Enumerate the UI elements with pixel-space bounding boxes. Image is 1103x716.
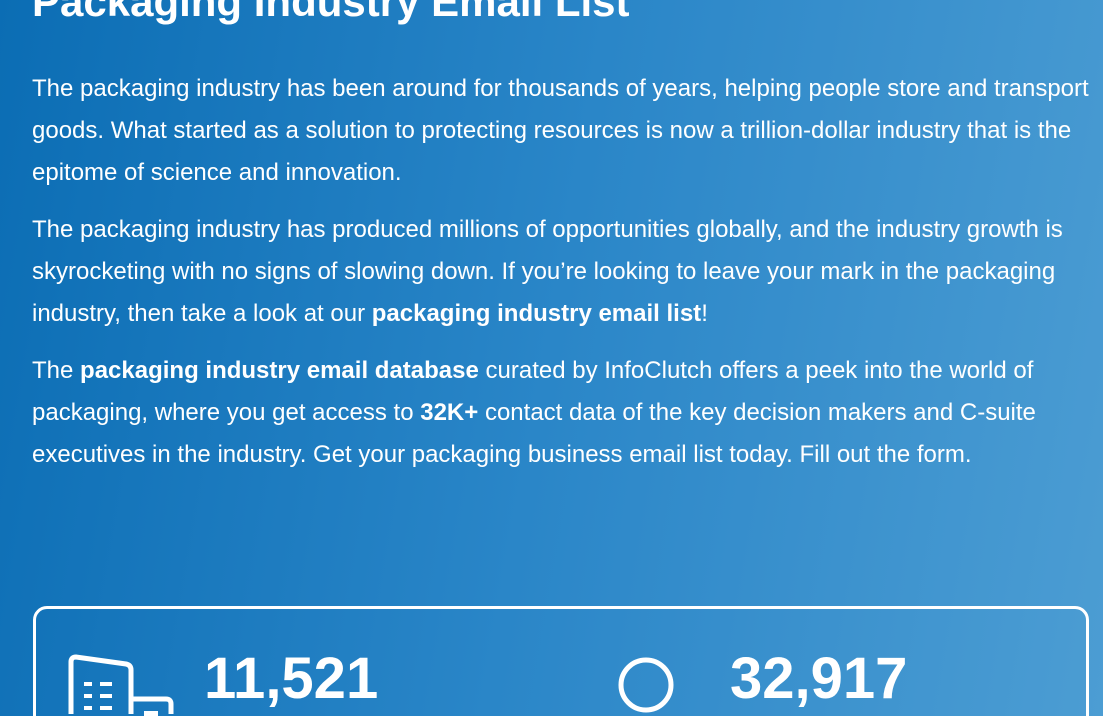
bold-text: packaging industry email database [80, 357, 479, 384]
bold-text: 32K+ [420, 399, 479, 426]
building-icon [68, 654, 174, 716]
stats-box: 11,521 32,917 [33, 606, 1089, 716]
stat-number: 11,521 [204, 646, 379, 711]
bold-text: packaging industry email list [371, 300, 702, 327]
paragraph: The packaging industry email database cu… [32, 350, 1092, 476]
text: The packaging industry has produced mill… [32, 216, 1063, 327]
paragraph: The packaging industry has produced mill… [32, 209, 1092, 335]
content: The packaging industry has been around f… [32, 68, 1092, 491]
paragraph: The packaging industry has been around f… [32, 68, 1092, 194]
text: The [32, 357, 81, 384]
contact-icon [618, 657, 674, 713]
text: curated by InfoClutch offers a peek into… [32, 357, 1034, 426]
text: The packaging industry has been around f… [32, 75, 1089, 186]
text: ! [701, 300, 708, 327]
stat-number: 32,917 [730, 646, 908, 711]
text: contact data of the key decision makers … [32, 399, 1036, 468]
page-title: Packaging Industry Email List [32, 0, 630, 25]
